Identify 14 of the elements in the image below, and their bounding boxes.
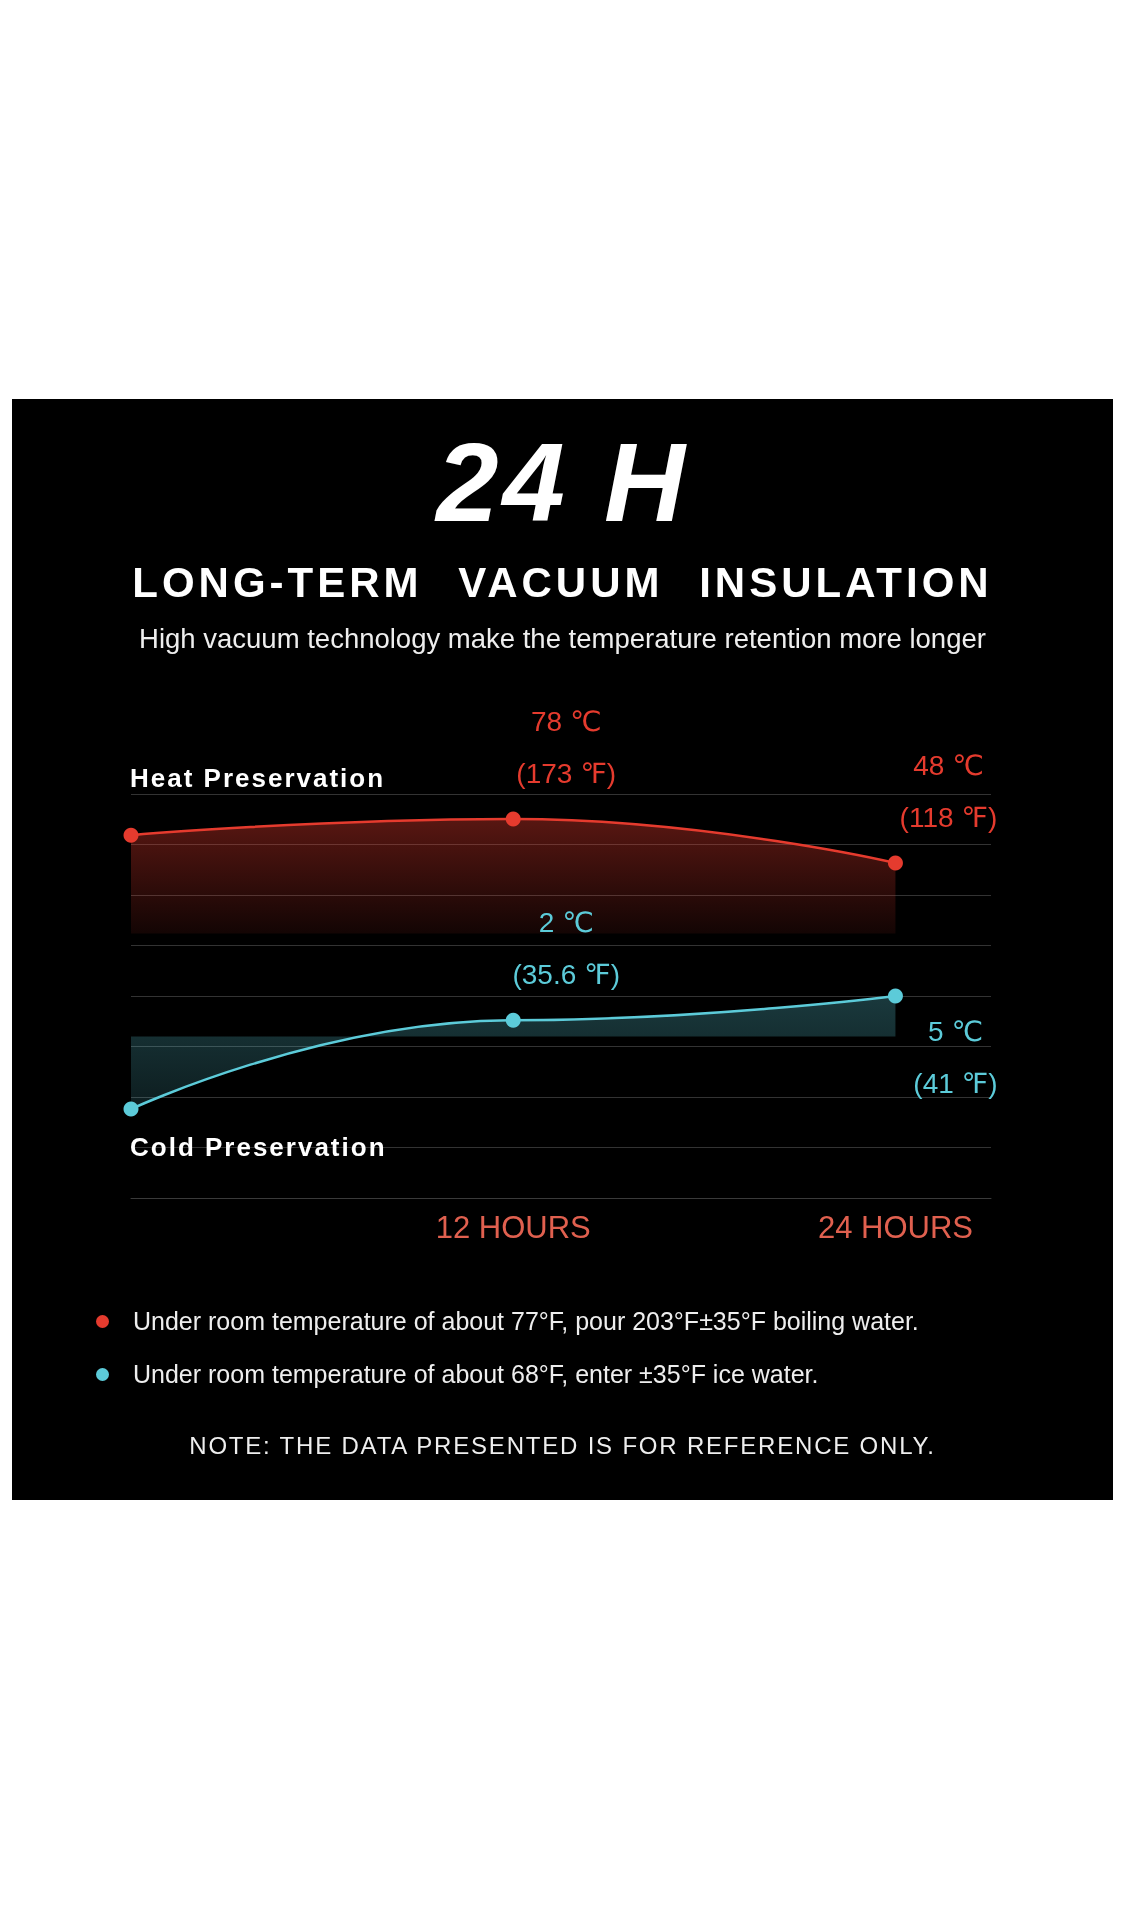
x-tick-label: 12 HOURS xyxy=(435,1210,591,1245)
text: High vacuum technology make the temperature retention more longer xyxy=(138,622,987,656)
data-label: 48 ℃ (118 ℉) xyxy=(899,750,998,834)
x-tick-label: 24 HOURS xyxy=(817,1210,973,1245)
text: Under room temperature of about 68°F, enter ±35°F ice water. xyxy=(133,1359,819,1390)
chart-subtitle: LONG-TERM VACUUM INSULATION xyxy=(131,558,994,608)
text: NOTE: THE DATA PRESENTED IS FOR REFERENCE ONLY. xyxy=(188,1431,937,1461)
text: Under room temperature of about 77°F, pour 203°F±35°F boiling water. xyxy=(133,1306,919,1337)
series-label: Heat Preservation xyxy=(130,762,386,795)
data-label: 78 ℃ (173 ℉) xyxy=(516,705,617,789)
series-label: Cold Preservation xyxy=(130,1131,387,1164)
data-label: 2 ℃ (35.6 ℉) xyxy=(512,907,621,991)
chart-title: 24 H xyxy=(433,420,690,545)
data-label: 5 ℃ (41 ℉) xyxy=(913,1016,998,1099)
